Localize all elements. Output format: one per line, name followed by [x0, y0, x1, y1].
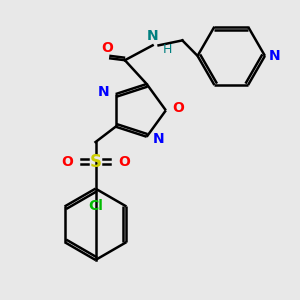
Text: Cl: Cl	[88, 199, 103, 212]
Text: H: H	[163, 43, 172, 56]
Text: N: N	[98, 85, 110, 99]
Text: N: N	[147, 29, 158, 44]
Text: N: N	[153, 132, 164, 146]
Text: O: O	[118, 155, 130, 169]
Text: S: S	[89, 153, 101, 171]
Text: O: O	[172, 101, 184, 116]
Text: O: O	[61, 155, 73, 169]
Text: N: N	[269, 49, 280, 63]
Text: O: O	[101, 41, 113, 55]
